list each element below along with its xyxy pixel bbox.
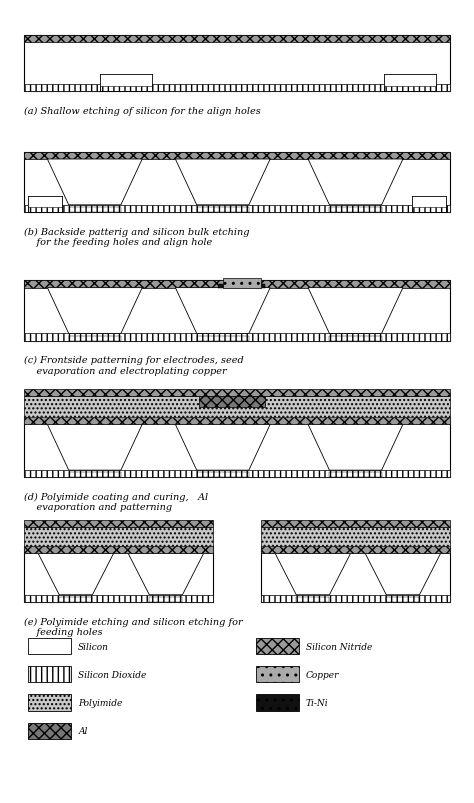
Polygon shape — [175, 425, 270, 471]
Bar — [24, 471, 450, 478]
Bar — [256, 695, 299, 711]
Bar — [28, 208, 62, 213]
Text: Polyimide: Polyimide — [78, 698, 123, 707]
Polygon shape — [308, 160, 403, 206]
Bar — [199, 397, 265, 407]
Bar — [329, 336, 382, 341]
Bar — [28, 723, 71, 739]
Bar — [24, 546, 213, 553]
Text: (e) Polyimide etching and silicon etching for
    feeding holes: (e) Polyimide etching and silicon etchin… — [24, 617, 242, 636]
Bar — [24, 281, 450, 288]
Bar — [296, 597, 329, 602]
Bar — [24, 418, 450, 425]
Bar — [24, 153, 450, 160]
Bar — [197, 208, 249, 213]
Bar — [412, 197, 446, 213]
Bar — [261, 546, 450, 602]
Bar — [24, 36, 450, 43]
Text: Silicon: Silicon — [78, 642, 109, 651]
Polygon shape — [47, 288, 142, 334]
Polygon shape — [47, 160, 142, 206]
Polygon shape — [308, 425, 403, 471]
Text: Ti-Ni: Ti-Ni — [306, 698, 328, 707]
Bar — [256, 638, 299, 654]
Bar — [100, 88, 152, 92]
Text: Copper: Copper — [306, 670, 339, 679]
Bar — [69, 473, 121, 478]
Bar — [28, 638, 71, 654]
Bar — [386, 597, 419, 602]
Bar — [218, 285, 265, 288]
Bar — [384, 88, 436, 92]
Bar — [24, 85, 450, 92]
Polygon shape — [365, 553, 441, 595]
Bar — [24, 334, 450, 341]
Bar — [24, 206, 450, 213]
Text: Silicon Nitride: Silicon Nitride — [306, 642, 372, 651]
Bar — [24, 595, 213, 602]
Text: (b) Backside patterig and silicon bulk etching
    for the feeding holes and ali: (b) Backside patterig and silicon bulk e… — [24, 227, 249, 247]
Bar — [24, 546, 213, 602]
Bar — [329, 473, 382, 478]
Bar — [197, 336, 249, 341]
Text: (c) Frontside patterning for electrodes, seed
    evaporation and electroplating: (c) Frontside patterning for electrodes,… — [24, 356, 244, 375]
Bar — [24, 397, 450, 425]
Text: (d) Polyimide coating and curing,   Al
    evaporation and patterning: (d) Polyimide coating and curing, Al eva… — [24, 492, 208, 512]
Bar — [149, 597, 182, 602]
Polygon shape — [308, 288, 403, 334]
Bar — [329, 208, 382, 213]
Bar — [223, 279, 261, 288]
Polygon shape — [275, 553, 351, 595]
Polygon shape — [47, 425, 142, 471]
Polygon shape — [128, 553, 204, 595]
Polygon shape — [38, 553, 114, 595]
Text: Al: Al — [78, 726, 88, 736]
Bar — [24, 281, 450, 341]
Bar — [24, 153, 450, 213]
Bar — [100, 75, 152, 92]
Bar — [69, 208, 121, 213]
Bar — [24, 528, 213, 553]
Bar — [256, 666, 299, 683]
Polygon shape — [175, 160, 270, 206]
Bar — [28, 666, 71, 683]
Bar — [197, 473, 249, 478]
Bar — [412, 208, 446, 213]
Bar — [261, 595, 450, 602]
Bar — [261, 546, 450, 553]
Bar — [28, 197, 62, 213]
Bar — [24, 389, 450, 397]
Bar — [28, 695, 71, 711]
Polygon shape — [175, 288, 270, 334]
Text: (a) Shallow etching of silicon for the align holes: (a) Shallow etching of silicon for the a… — [24, 107, 260, 116]
Text: Silicon Dioxide: Silicon Dioxide — [78, 670, 146, 679]
Bar — [69, 336, 121, 341]
Bar — [261, 520, 450, 528]
Bar — [24, 418, 450, 478]
Bar — [59, 597, 92, 602]
Bar — [24, 36, 450, 92]
Bar — [261, 528, 450, 553]
Bar — [384, 75, 436, 92]
Bar — [24, 520, 213, 528]
